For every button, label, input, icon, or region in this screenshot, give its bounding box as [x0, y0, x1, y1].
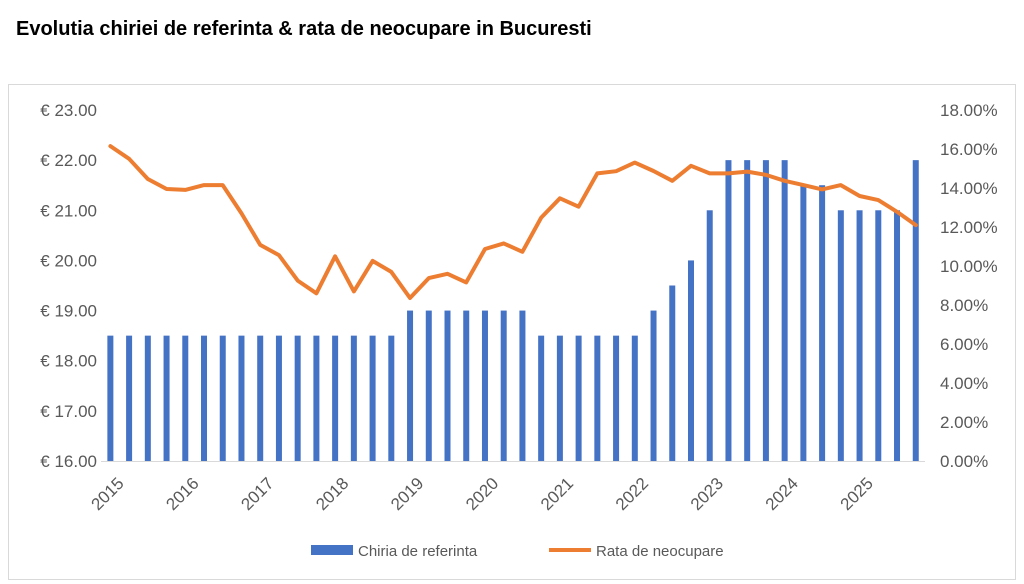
bar — [350, 335, 357, 461]
bar — [875, 210, 882, 461]
bar — [556, 335, 563, 461]
left-axis-tick-label: € 16.00 — [40, 452, 97, 471]
line-series — [108, 144, 918, 300]
bar — [613, 335, 620, 461]
right-axis-tick-label: 12.00% — [940, 218, 998, 237]
bar — [481, 310, 488, 461]
bar — [706, 210, 713, 461]
right-axis-tick-label: 4.00% — [940, 374, 988, 393]
bar — [144, 335, 151, 461]
bar — [201, 335, 208, 461]
bar — [894, 210, 901, 461]
bar — [107, 335, 114, 461]
bar — [744, 160, 751, 461]
bar — [332, 335, 339, 461]
bar — [313, 335, 320, 461]
bar — [669, 285, 676, 461]
bar — [800, 185, 807, 461]
x-axis-tick-label: 2024 — [762, 474, 802, 514]
bar — [294, 335, 301, 461]
bar — [819, 185, 826, 461]
right-axis-tick-label: 2.00% — [940, 413, 988, 432]
legend-bar-swatch — [311, 545, 353, 555]
right-axis-tick-label: 6.00% — [940, 335, 988, 354]
bar — [182, 335, 189, 461]
left-axis-tick-label: € 18.00 — [40, 352, 97, 371]
bar — [275, 335, 282, 461]
right-axis-tick-label: 8.00% — [940, 296, 988, 315]
legend-label: Chiria de referinta — [358, 543, 478, 560]
bar — [725, 160, 732, 461]
right-axis-tick-label: 14.00% — [940, 179, 998, 198]
right-axis-tick-label: 10.00% — [940, 257, 998, 276]
bar — [425, 310, 432, 461]
bar — [781, 160, 788, 461]
left-axis-tick-label: € 20.00 — [40, 251, 97, 270]
x-axis-tick-label: 2020 — [462, 474, 502, 514]
bar — [444, 310, 451, 461]
left-axis-tick-label: € 23.00 — [40, 101, 97, 120]
bar — [257, 335, 264, 461]
bar — [407, 310, 414, 461]
legend-label: Rata de neocupare — [596, 543, 724, 560]
x-axis-tick-label: 2016 — [162, 474, 202, 514]
bar — [762, 160, 769, 461]
bar — [837, 210, 844, 461]
x-axis-tick-label: 2019 — [387, 474, 427, 514]
x-axis-tick-label: 2017 — [237, 474, 277, 514]
left-axis-tick-label: € 19.00 — [40, 302, 97, 321]
left-axis-tick-label: € 17.00 — [40, 402, 97, 421]
bar — [912, 160, 919, 461]
bar — [575, 335, 582, 461]
x-axis-tick-label: 2021 — [537, 474, 577, 514]
x-axis-tick-label: 2023 — [687, 474, 727, 514]
right-axis-tick-label: 16.00% — [940, 140, 998, 159]
bar — [238, 335, 245, 461]
bar — [631, 335, 638, 461]
bar — [463, 310, 470, 461]
x-axis-tick-label: 2015 — [87, 474, 127, 514]
bar — [594, 335, 601, 461]
bar — [126, 335, 133, 461]
bar — [519, 310, 526, 461]
bar — [650, 310, 657, 461]
bar — [500, 310, 507, 461]
x-axis-tick-label: 2022 — [612, 474, 652, 514]
chart-frame — [8, 84, 1016, 580]
bar — [369, 335, 376, 461]
x-axis-tick-label: 2018 — [312, 474, 352, 514]
left-axis-tick-label: € 22.00 — [40, 151, 97, 170]
x-axis-tick-label: 2025 — [837, 474, 877, 514]
left-axis-tick-label: € 21.00 — [40, 201, 97, 220]
bar — [687, 260, 694, 461]
right-axis-tick-label: 0.00% — [940, 452, 988, 471]
bar — [538, 335, 545, 461]
bar — [856, 210, 863, 461]
bar — [219, 335, 226, 461]
chart-title: Evolutia chiriei de referinta & rata de … — [16, 18, 592, 40]
bar — [163, 335, 170, 461]
bar — [388, 335, 395, 461]
right-axis-tick-label: 18.00% — [940, 101, 998, 120]
